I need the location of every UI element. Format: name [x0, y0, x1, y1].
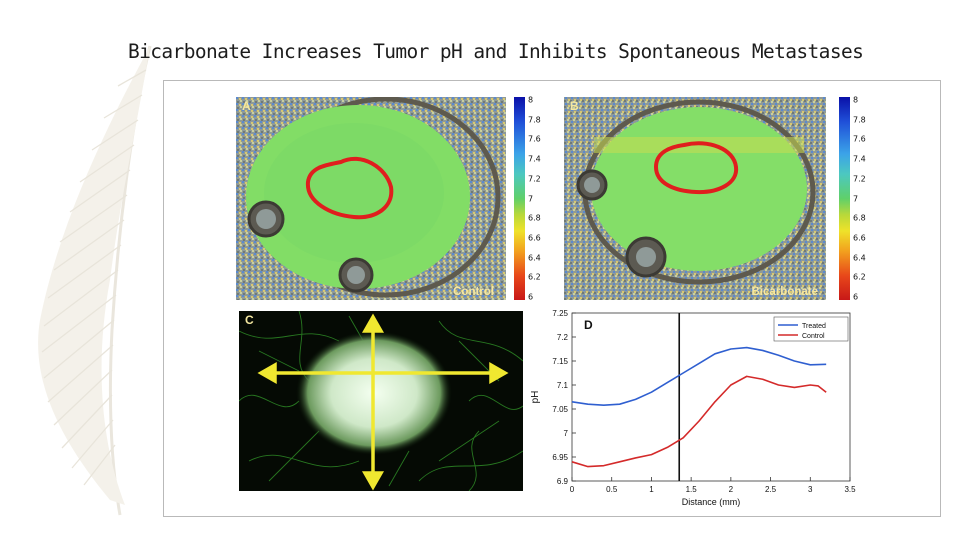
colorbar-a [514, 97, 525, 300]
panel-c-fluorescence-image [239, 311, 523, 491]
series-line-treated [571, 346, 827, 406]
y-tick-label: 7.25 [552, 309, 568, 318]
colorbar-tick-label: 6.2 [528, 272, 541, 282]
panel-c: C [239, 311, 523, 491]
colorbar-tick-label: 6.4 [528, 253, 541, 263]
colorbar-tick-label: 6.6 [853, 233, 866, 243]
colorbar-tick-label: 6.2 [853, 272, 866, 282]
colorbar-tick-label: 6 [528, 292, 534, 302]
panel-c-letter: C [245, 313, 254, 327]
colorbar-tick-label: 7.8 [528, 115, 541, 125]
x-tick-label: 3.5 [844, 485, 856, 494]
series-line-control [571, 375, 827, 468]
y-tick-label: 6.9 [557, 477, 569, 486]
panel-d-chart: 6.9 6.95 7 7.05 7.1 7.15 7.2 7.25 0 0.5 1 1.5 2 2.5 3… [530, 309, 856, 507]
slide-title: Bicarbonate Increases Tumor pH and Inhib… [128, 40, 864, 63]
colorbar-tick-label: 8 [528, 95, 534, 105]
colorbar-tick-label: 7.4 [853, 154, 866, 164]
colorbar-tick-label: 7 [853, 194, 859, 203]
x-axis-label: Distance (mm) [682, 497, 741, 507]
x-tick-label: 0.5 [606, 485, 618, 494]
y-tick-label: 6.95 [552, 453, 568, 462]
panel-b-ph-map [564, 97, 826, 300]
colorbar-tick-label: 7.6 [853, 134, 866, 144]
chart-legend: Treated Control [773, 316, 849, 342]
panel-d-letter: D [584, 318, 593, 332]
colorbar-tick-label: 8 [853, 95, 859, 105]
x-tick-label: 2.5 [765, 485, 777, 494]
colorbar-tick-label: 7.2 [853, 174, 866, 184]
colorbar-tick-label: 6.4 [853, 253, 866, 263]
colorbar-tick-label: 6 [853, 292, 859, 302]
y-tick-label: 7.15 [552, 357, 568, 366]
colorbar-tick-label: 7.6 [528, 134, 541, 144]
y-tick-label: 7.05 [552, 405, 568, 414]
colorbar-tick-label: 7.8 [853, 115, 866, 125]
panel-b-letter: B [570, 99, 579, 113]
y-tick-label: 7 [564, 429, 569, 438]
legend-label-treated: Treated [802, 323, 826, 330]
legend-label-control: Control [802, 333, 825, 340]
colorbar-tick-label: 7 [528, 194, 534, 203]
panel-a: A Control [236, 97, 506, 300]
y-tick-label: 7.2 [557, 333, 569, 342]
y-tick-label: 7.1 [557, 381, 569, 390]
colorbar-tick-label: 7.4 [528, 154, 541, 164]
colorbar-tick-label: 6.6 [528, 233, 541, 243]
x-tick-label: 3 [808, 485, 813, 494]
panel-b-caption: Bicarbonate [751, 286, 818, 298]
legend-box [773, 316, 849, 342]
y-axis-label: pH [530, 391, 541, 404]
figure-frame: A Control B [163, 80, 941, 517]
colorbar-b [839, 97, 850, 300]
panel-a-caption: Control [453, 286, 494, 298]
colorbar-tick-label: 6.8 [528, 213, 541, 223]
x-tick-label: 0 [570, 485, 575, 494]
panel-a-letter: A [242, 99, 251, 113]
colorbar-tick-label: 7.2 [528, 174, 541, 184]
colorbar-tick-label: 6.8 [853, 213, 866, 223]
x-tick-label: 1.5 [686, 485, 698, 494]
x-tick-label: 1 [649, 485, 654, 494]
x-tick-label: 2 [729, 485, 734, 494]
panel-b: B Bicarbonate [564, 97, 826, 300]
panel-a-ph-map [236, 97, 506, 300]
